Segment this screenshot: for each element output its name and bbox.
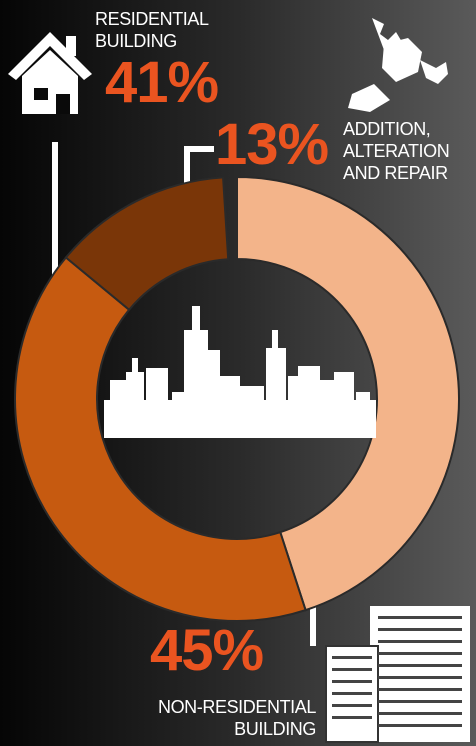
donut-segment [64, 176, 230, 312]
category-label: NON-RESIDENTIAL BUILDING [157, 697, 316, 739]
donut [14, 175, 460, 622]
house-icon [8, 32, 92, 114]
tool-icon [348, 18, 448, 112]
buildings-icon [325, 606, 470, 743]
category-label: ADDITION, ALTERATION AND REPAIR [343, 119, 450, 183]
value-label: 13% [215, 112, 329, 177]
donut-segment [236, 175, 460, 612]
category-label: RESIDENTIAL BUILDING [95, 9, 208, 51]
leader-lines [52, 142, 316, 646]
value-label: 45% [150, 618, 264, 683]
donut-segment [14, 256, 307, 622]
value-label: 41% [105, 50, 219, 115]
skyline-icon [104, 306, 376, 438]
